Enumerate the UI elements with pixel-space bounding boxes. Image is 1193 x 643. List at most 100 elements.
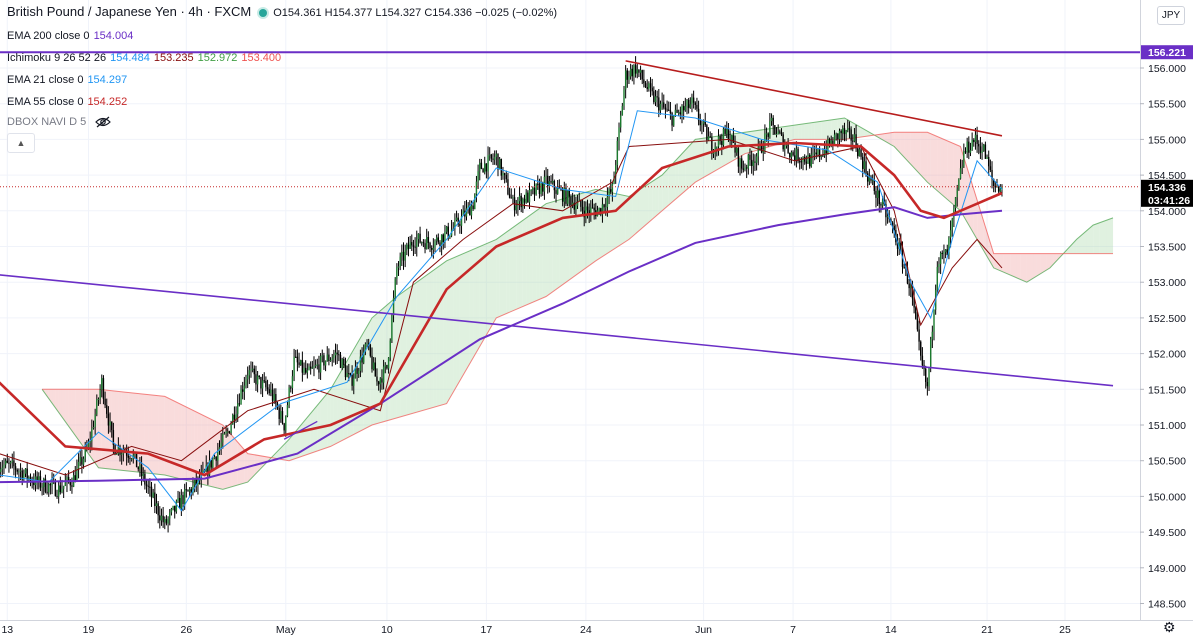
cloud-bullish-segment xyxy=(645,183,649,226)
cloud-bullish-segment xyxy=(479,245,484,347)
candle-up xyxy=(455,217,458,221)
cloud-bearish-segment xyxy=(1020,253,1024,281)
candle-down xyxy=(772,117,774,126)
candle-down xyxy=(799,161,801,163)
candle-down xyxy=(14,466,17,470)
candle-up xyxy=(333,355,335,359)
cloud-bearish-segment xyxy=(890,132,895,147)
candle-down xyxy=(265,381,267,388)
candle-up xyxy=(939,252,942,265)
candle-up xyxy=(810,154,813,167)
candle-down xyxy=(682,105,685,111)
candle-up xyxy=(576,201,579,206)
candle-up xyxy=(639,70,642,73)
cloud-bullish-segment xyxy=(708,137,712,175)
price-tick-label: 155.000 xyxy=(1148,134,1186,146)
candle-up xyxy=(248,370,251,376)
candle-up xyxy=(396,267,398,279)
cloud-bullish-segment xyxy=(473,247,477,358)
cloud-bearish-segment xyxy=(161,396,165,475)
cloud-bearish-segment xyxy=(85,389,89,454)
price-axis-background xyxy=(1140,0,1193,643)
cloud-bearish-segment xyxy=(987,232,991,263)
candle-down xyxy=(510,197,512,199)
indicator-legend-ema21[interactable]: EMA 21 close 0 154.297 xyxy=(7,74,127,86)
cloud-bullish-segment xyxy=(718,135,722,169)
indicator-label: EMA 21 close 0 xyxy=(7,74,84,86)
candle-down xyxy=(497,153,499,170)
cloud-bullish-segment xyxy=(831,119,835,140)
candle-up xyxy=(606,196,609,207)
cloud-bearish-segment xyxy=(148,394,152,474)
candle-down xyxy=(111,421,113,431)
currency-badge[interactable]: JPY xyxy=(1157,6,1185,25)
indicator-legend-dbox[interactable]: DBOX NAVI D 5 xyxy=(7,116,112,128)
cloud-bullish-segment xyxy=(721,135,726,168)
candle-down xyxy=(644,83,647,87)
candle-up xyxy=(871,180,874,182)
candle-down xyxy=(676,109,678,113)
candle-down xyxy=(125,452,128,456)
candle-down xyxy=(318,364,320,373)
candle-up xyxy=(366,343,368,345)
cloud-bullish-segment xyxy=(549,201,553,295)
candle-up xyxy=(938,264,940,267)
cloud-bearish-segment xyxy=(181,404,185,480)
cloud-bullish-segment xyxy=(655,177,659,217)
candle-up xyxy=(434,240,436,248)
candle-down xyxy=(275,394,277,404)
candle-down xyxy=(706,125,708,141)
candle-down xyxy=(459,224,461,226)
candle-down xyxy=(651,87,653,92)
candle-up xyxy=(747,154,750,169)
candle-up xyxy=(845,130,847,135)
candle-down xyxy=(492,158,494,160)
candle-down xyxy=(638,69,640,73)
candle-up xyxy=(23,473,25,480)
candle-down xyxy=(779,131,781,133)
candle-down xyxy=(81,457,83,465)
candle-up xyxy=(929,339,932,368)
candle-up xyxy=(440,234,443,246)
cloud-bullish-segment xyxy=(642,185,646,228)
cloud-bearish-segment xyxy=(1056,253,1060,261)
candle-down xyxy=(542,182,544,192)
candle-down xyxy=(978,143,980,147)
hidden-eye-icon[interactable] xyxy=(95,116,112,128)
candle-up xyxy=(835,133,837,135)
indicator-legend-ema200[interactable]: EMA 200 close 0 154.004 xyxy=(7,30,133,42)
cloud-bullish-segment xyxy=(433,267,437,408)
candle-up xyxy=(684,106,687,111)
candle-up xyxy=(966,141,968,153)
candle-up xyxy=(397,266,400,268)
candle-up xyxy=(240,389,242,405)
candle-up xyxy=(830,140,832,146)
collapse-legend-button[interactable]: ▲ xyxy=(7,133,35,153)
cloud-bearish-segment xyxy=(1023,253,1027,283)
cloud-bullish-segment xyxy=(814,121,818,140)
cloud-bullish-segment xyxy=(443,260,447,405)
gear-icon[interactable]: ⚙ xyxy=(1163,619,1176,635)
candle-up xyxy=(974,134,977,143)
candle-down xyxy=(815,152,817,155)
symbol-title[interactable]: British Pound / Japanese Yen · 4h · FXCM xyxy=(7,4,252,19)
candle-down xyxy=(803,156,806,162)
candle-down xyxy=(593,207,595,211)
candle-down xyxy=(309,366,312,369)
candle-down xyxy=(165,519,168,524)
candle-down xyxy=(485,163,488,172)
candle-down xyxy=(915,307,917,319)
candle-up xyxy=(225,431,227,434)
candle-up xyxy=(764,133,766,151)
candle-up xyxy=(540,182,542,195)
cloud-bullish-segment xyxy=(400,291,404,417)
cloud-bullish-segment xyxy=(705,137,709,177)
indicator-legend-ichimoku[interactable]: Ichimoku 9 26 52 26 154.484 153.235 152.972… xyxy=(7,52,281,64)
ichimoku-cloud xyxy=(41,117,1114,490)
cloud-bearish-segment xyxy=(887,132,891,145)
candle-down xyxy=(56,495,58,497)
candle-up xyxy=(401,251,403,257)
candle-down xyxy=(422,242,425,244)
indicator-legend-ema55[interactable]: EMA 55 close 0 154.252 xyxy=(7,96,127,108)
